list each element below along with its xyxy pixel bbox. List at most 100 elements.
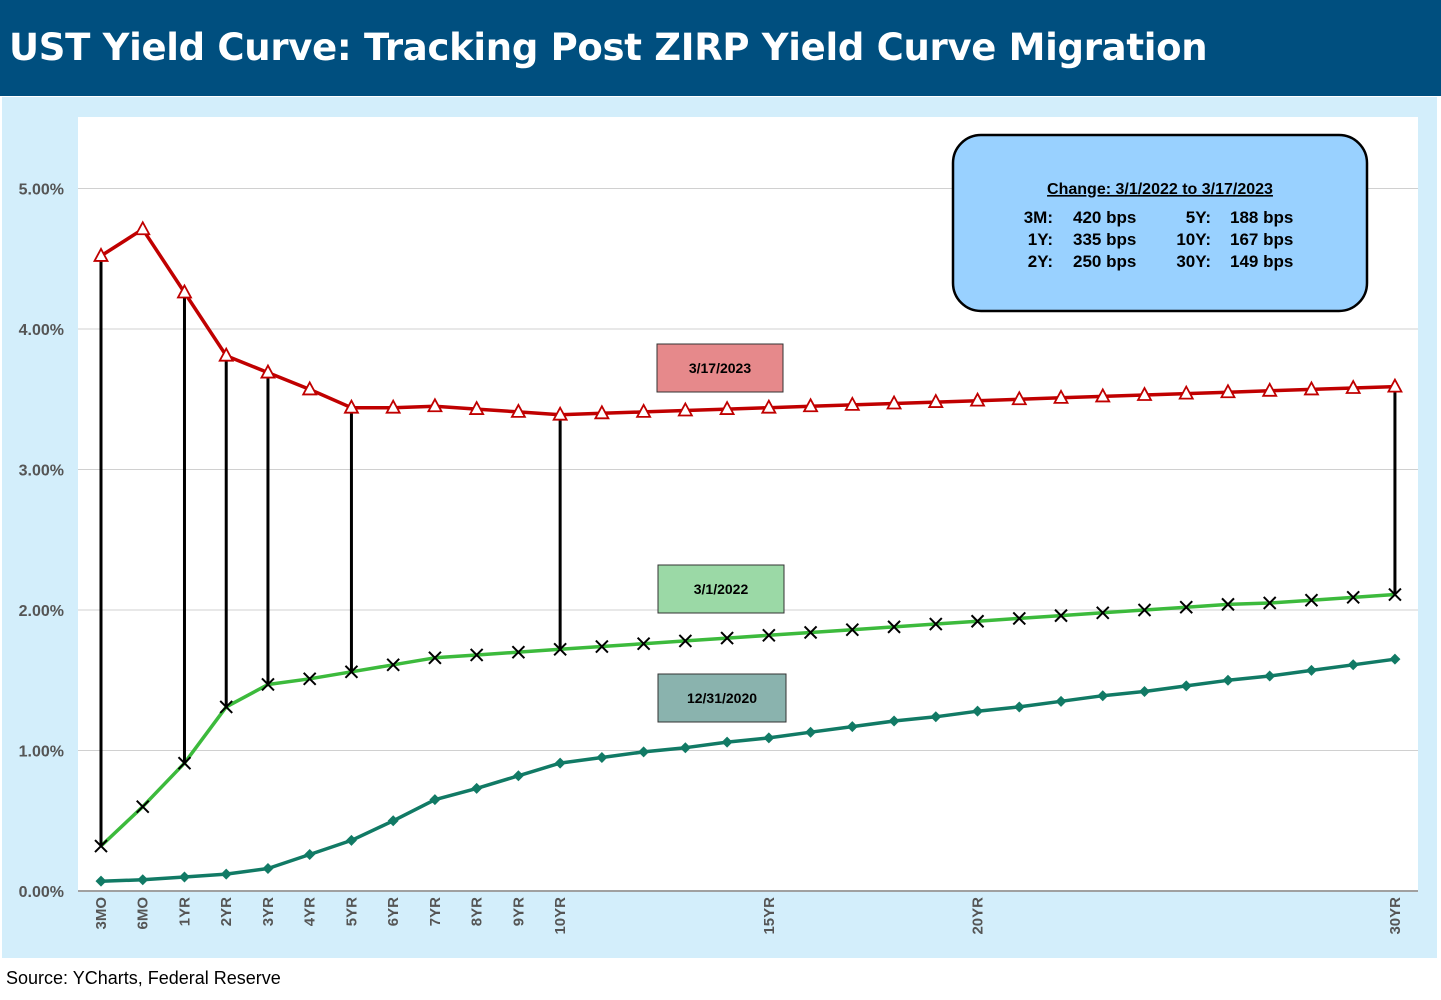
marker-3-1-2022-9yr [511, 645, 526, 659]
x-tick-label: 9YR [510, 897, 527, 926]
marker-12-31-2020-6yr [387, 815, 399, 827]
x-tick-label: 3YR [260, 897, 277, 926]
change-box: Change: 3/1/2022 to 3/17/2023 3M: 420 bp… [951, 133, 1369, 313]
marker-3-1-2022-30yr [1388, 587, 1402, 602]
label-3-17-2023: 3/17/2023 [656, 343, 784, 393]
marker-12-31-2020-17yr [846, 721, 858, 733]
change-2y-key: 2Y: [1028, 252, 1053, 271]
marker-3-1-2022-25yr [1179, 600, 1193, 614]
change-1y-key: 1Y: [1028, 230, 1053, 249]
change-30y-key: 30Y: [1176, 252, 1211, 271]
series-line-3-1-2022 [99, 592, 1396, 848]
marker-3-17-2023-4yr [301, 380, 318, 396]
marker-12-31-2020-24yr [1139, 685, 1150, 697]
x-tick-label: 8YR [469, 897, 486, 926]
marker-3-1-2022-21yr [1012, 611, 1026, 626]
marker-12-31-2020-16yr [805, 726, 817, 738]
marker-3-1-2022-19yr [929, 617, 943, 631]
marker-3-17-2023-12yr [635, 403, 652, 418]
marker-3-17-2023-8yr [468, 400, 485, 415]
marker-3-1-2022-18yr [887, 620, 901, 634]
marker-3-1-2022-3yr [261, 677, 275, 692]
marker-3-17-2023-6mo [134, 220, 151, 236]
marker-3-17-2023-16yr [802, 397, 819, 413]
x-tick-label: 3MO [93, 897, 110, 930]
marker-3-1-2022-6mo [136, 799, 150, 814]
y-tick-label: 0.00% [19, 884, 64, 901]
marker-12-31-2020-21yr [1013, 701, 1025, 713]
marker-3-1-2022-22yr [1054, 608, 1068, 623]
marker-3-17-2023-19yr [927, 393, 944, 408]
marker-3-1-2022-15yr [762, 628, 776, 642]
marker-3-17-2023-20yr [969, 391, 986, 407]
marker-3-17-2023-14yr [719, 400, 736, 415]
label-12-31-2020: 12/31/2020 [657, 673, 787, 723]
change-5y-key: 5Y: [1186, 208, 1211, 227]
y-tick-label: 4.00% [19, 322, 64, 339]
change-3m-value: 420 bps [1073, 208, 1136, 227]
marker-3-17-2023-15yr [760, 398, 777, 414]
marker-3-17-2023-10yr [552, 405, 569, 421]
series-markers [92, 220, 1403, 887]
marker-12-31-2020-11yr [596, 752, 608, 764]
marker-12-31-2020-23yr [1097, 690, 1109, 702]
series-line-3-17-2023 [100, 227, 1395, 417]
marker-3-17-2023-7yr [426, 397, 443, 413]
marker-12-31-2020-6mo [137, 874, 149, 886]
marker-3-17-2023-25yr [1178, 384, 1195, 400]
marker-12-31-2020-25yr [1180, 680, 1192, 692]
marker-12-31-2020-1yr [178, 871, 190, 883]
marker-3-17-2023-22yr [1053, 388, 1070, 404]
chart-title: UST Yield Curve: Tracking Post ZIRP Yiel… [9, 26, 1208, 69]
marker-12-31-2020-15yr [763, 732, 775, 744]
yield-curve-chart: 0.00% 1.00% 2.00% 3.00% 4.00% 5.00% 3MO 6MO 1YR… [19, 117, 1418, 935]
series-lines [99, 227, 1396, 883]
marker-3-1-2022-5yr [344, 665, 359, 679]
x-tick-label: 2YR [218, 897, 235, 926]
marker-3-1-2022-24yr [1137, 603, 1152, 617]
marker-3-17-2023-26yr [1219, 383, 1236, 399]
label-3-1-2022: 3/1/2022 [657, 564, 785, 614]
series-label-2020: 12/31/2020 [687, 690, 757, 706]
change-connectors [99, 255, 1397, 847]
marker-3-17-2023-13yr [677, 401, 694, 417]
marker-3-17-2023-3mo [92, 247, 110, 262]
marker-3-1-2022-26yr [1221, 597, 1235, 612]
marker-3-1-2022-7yr [428, 651, 442, 665]
marker-12-31-2020-4yr [304, 848, 316, 860]
marker-3-1-2022-16yr [803, 625, 818, 640]
marker-12-31-2020-26yr [1222, 674, 1234, 686]
marker-3-17-2023-18yr [886, 394, 903, 410]
marker-3-1-2022-10yr [553, 642, 567, 657]
marker-12-31-2020-12yr [638, 746, 650, 758]
y-tick-label: 1.00% [19, 744, 64, 761]
marker-3-17-2023-17yr [844, 395, 861, 411]
marker-3-1-2022-27yr [1263, 596, 1277, 610]
marker-3-17-2023-27yr [1261, 381, 1278, 397]
marker-3-17-2023-6yr [385, 398, 402, 414]
marker-3-1-2022-4yr [302, 672, 317, 686]
y-tick-label: 2.00% [19, 603, 64, 620]
change-10y-value: 167 bps [1230, 230, 1293, 249]
marker-3-1-2022-17yr [845, 622, 860, 637]
marker-3-1-2022-6yr [386, 658, 400, 672]
marker-12-31-2020-8yr [471, 782, 483, 794]
marker-12-31-2020-10yr [554, 757, 566, 769]
marker-12-31-2020-20yr [972, 705, 984, 717]
series-line-12-31-2020 [100, 657, 1396, 883]
marker-3-17-2023-21yr [1011, 390, 1028, 406]
x-tick-label: 1YR [176, 897, 193, 926]
change-box-title: Change: 3/1/2022 to 3/17/2023 [1047, 181, 1273, 198]
x-tick-label: 15YR [761, 897, 778, 935]
chart-frame: 0.00% 1.00% 2.00% 3.00% 4.00% 5.00% 3MO 6MO 1YR… [2, 97, 1437, 958]
y-tick-label: 5.00% [19, 182, 64, 199]
marker-3-1-2022-2yr [219, 700, 233, 714]
marker-3-1-2022-3mo [94, 839, 108, 853]
x-axis-ticks: 3MO 6MO 1YR 2YR 3YR 4YR 5YR 6YR 7YR 8YR 9YR 10YR 15Y… [93, 897, 1404, 935]
marker-12-31-2020-13yr [679, 742, 691, 754]
x-tick-label: 4YR [302, 897, 319, 926]
marker-12-31-2020-28yr [1305, 664, 1317, 676]
marker-12-31-2020-18yr [888, 715, 900, 727]
marker-12-31-2020-14yr [721, 736, 733, 748]
x-tick-label: 20YR [970, 897, 987, 935]
